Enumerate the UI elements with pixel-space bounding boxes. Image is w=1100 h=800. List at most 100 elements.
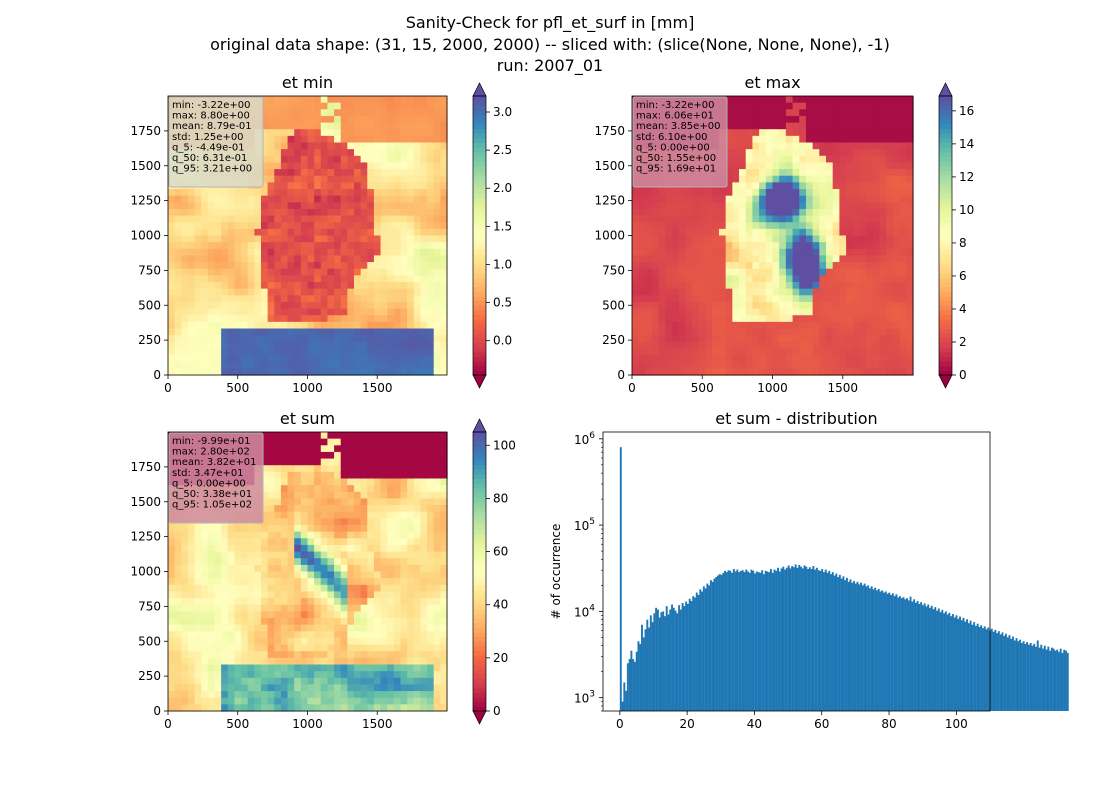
heatmap-cell bbox=[320, 341, 329, 350]
heatmap-cell bbox=[812, 129, 820, 137]
heatmap-cell bbox=[221, 315, 229, 323]
heatmap-cell bbox=[812, 368, 820, 376]
heatmap-cell bbox=[241, 368, 249, 376]
heatmap-cell bbox=[261, 308, 269, 316]
heatmap-cell bbox=[380, 155, 388, 164]
heatmap-cell bbox=[725, 361, 733, 369]
heatmap-cell bbox=[214, 262, 222, 270]
heatmap-cell bbox=[221, 584, 229, 593]
colorbar-segment bbox=[473, 100, 486, 106]
heatmap-cell bbox=[892, 268, 901, 276]
colorbar-tick-label: 4 bbox=[959, 302, 967, 316]
heatmap-cell bbox=[274, 498, 282, 506]
heatmap-cell bbox=[672, 315, 680, 323]
heatmap-cell bbox=[779, 202, 787, 210]
heatmap-cell bbox=[892, 288, 901, 296]
heatmap-cell bbox=[194, 222, 202, 230]
heatmap-cell bbox=[280, 129, 289, 137]
heatmap-cell bbox=[360, 525, 368, 533]
heatmap-cell bbox=[354, 637, 362, 646]
heatmap-cell bbox=[287, 518, 295, 526]
heatmap-cell bbox=[393, 96, 402, 104]
heatmap-cell bbox=[427, 348, 435, 356]
heatmap-cell bbox=[373, 135, 382, 144]
heatmap-cell bbox=[846, 328, 854, 336]
heatmap-cell bbox=[826, 268, 834, 276]
heatmap-cell bbox=[725, 341, 733, 350]
heatmap-cell bbox=[799, 142, 807, 150]
heatmap-cell bbox=[745, 228, 754, 237]
heatmap-cell bbox=[732, 162, 740, 170]
heatmap-cell bbox=[886, 348, 894, 356]
heatmap-cell bbox=[254, 671, 262, 679]
heatmap-cell bbox=[872, 328, 881, 336]
heatmap-cell bbox=[327, 624, 335, 632]
heatmap-cell bbox=[759, 169, 767, 177]
heatmap-cell bbox=[181, 531, 189, 539]
heatmap-cell bbox=[314, 518, 322, 526]
heatmap-cell bbox=[181, 671, 189, 679]
colorbar: 0.00.51.01.52.02.53.0 bbox=[472, 82, 512, 389]
heatmap-cell bbox=[407, 109, 415, 117]
heatmap-cell bbox=[307, 195, 315, 203]
heatmap-cell bbox=[779, 175, 787, 183]
heatmap-cell bbox=[380, 328, 388, 336]
heatmap-cell bbox=[280, 432, 289, 440]
heatmap-cell bbox=[906, 135, 914, 144]
heatmap-cell bbox=[792, 335, 800, 343]
heatmap-cell bbox=[852, 182, 861, 190]
heatmap-cell bbox=[287, 538, 295, 546]
heatmap-cell bbox=[340, 262, 348, 270]
heatmap-cell bbox=[427, 208, 435, 217]
heatmap-cell bbox=[779, 142, 787, 150]
heatmap-cell bbox=[427, 115, 435, 124]
heatmap-cell bbox=[274, 202, 282, 210]
heatmap-cell bbox=[280, 451, 289, 460]
heatmap-cell bbox=[261, 571, 269, 579]
heatmap-cell bbox=[906, 182, 914, 190]
heatmap-cell bbox=[779, 328, 787, 336]
heatmap-cell bbox=[866, 262, 874, 270]
heatmap-cell bbox=[407, 282, 415, 290]
heatmap-cell bbox=[832, 129, 840, 137]
heatmap-cell bbox=[274, 664, 282, 672]
heatmap-cell bbox=[287, 644, 295, 652]
heatmap-cell bbox=[440, 255, 448, 263]
heatmap-cell bbox=[440, 228, 448, 237]
heatmap-cell bbox=[287, 498, 295, 506]
heatmap-cell bbox=[433, 195, 441, 203]
heatmap-cell bbox=[779, 315, 787, 323]
heatmap-cell bbox=[812, 169, 820, 177]
heatmap-cell bbox=[745, 321, 754, 330]
heatmap-cell bbox=[287, 558, 295, 566]
heatmap-cell bbox=[872, 129, 881, 137]
heatmap-cell bbox=[732, 308, 740, 316]
heatmap-cell bbox=[274, 551, 282, 559]
heatmap-cell bbox=[340, 129, 348, 137]
heatmap-cell bbox=[187, 704, 196, 712]
heatmap-cell bbox=[300, 531, 309, 539]
heatmap-cell bbox=[705, 328, 713, 336]
heatmap-cell bbox=[812, 328, 820, 336]
colorbar-tick-label: 2 bbox=[959, 335, 967, 349]
heatmap-cell bbox=[892, 315, 901, 323]
heatmap-cell bbox=[261, 458, 269, 466]
heatmap-cell bbox=[892, 222, 901, 230]
heatmap-cell bbox=[839, 268, 847, 276]
heatmap-cell bbox=[241, 189, 249, 197]
heatmap-cell bbox=[261, 697, 269, 705]
heatmap-cell bbox=[314, 438, 322, 446]
heatmap-cell bbox=[234, 189, 242, 197]
heatmap-cell bbox=[320, 149, 329, 157]
heatmap-cell bbox=[234, 202, 242, 210]
heatmap-cell bbox=[400, 215, 408, 223]
heatmap-cell bbox=[380, 96, 388, 104]
heatmap-cell bbox=[320, 611, 329, 619]
heatmap-cell bbox=[194, 651, 202, 659]
heatmap-cell bbox=[207, 315, 216, 323]
heatmap-cell bbox=[886, 315, 894, 323]
heatmap-cell bbox=[194, 558, 202, 566]
heatmap-cell bbox=[207, 564, 216, 573]
heatmap-cell bbox=[672, 295, 680, 303]
heatmap-cell bbox=[287, 651, 295, 659]
